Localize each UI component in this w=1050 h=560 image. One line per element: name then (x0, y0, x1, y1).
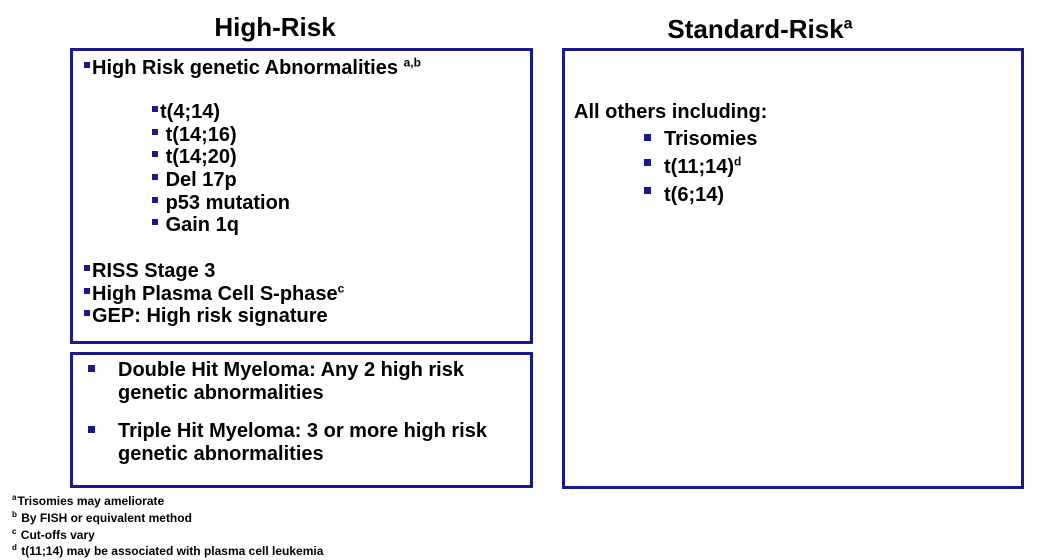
bullet-icon (84, 264, 90, 271)
abnormality-item: p53 mutation (152, 192, 290, 214)
standard-risk-heading-text: Standard-Risk (667, 14, 844, 44)
abnormality-item: Gain 1q (152, 214, 239, 236)
footnote-mark: b (12, 510, 17, 519)
double-hit-text: Double Hit Myeloma: Any 2 high risk (118, 359, 464, 381)
high-risk-heading: High-Risk (175, 12, 375, 43)
triple-hit-text: Triple Hit Myeloma: 3 or more high risk (118, 420, 487, 442)
triple-hit-text-cont: genetic abnormalities (118, 443, 324, 465)
footnote-text: Cut-offs vary (20, 528, 95, 542)
footnote: b By FISH or equivalent method (12, 508, 192, 525)
bullet-icon (644, 159, 651, 166)
high-risk-title-sup: a,b (403, 55, 421, 70)
standard-risk-item-sup: d (734, 154, 742, 169)
bullet-icon (84, 287, 90, 294)
high-risk-title-text: High Risk genetic Abnormalities (92, 57, 398, 79)
footnote-text: t(11;14) may be associated with plasma c… (21, 544, 324, 558)
triple-hit-line2: genetic abnormalities (118, 443, 324, 465)
standard-risk-heading-sup: a (843, 15, 853, 33)
riss-text: RISS Stage 3 (92, 260, 216, 282)
footnote-text: Trisomies may ameliorate (17, 494, 165, 508)
triple-hit-line1: Triple Hit Myeloma: 3 or more high risk (118, 420, 487, 442)
high-risk-title: High Risk genetic Abnormalities a,b (84, 55, 421, 79)
abnormality-item: t(4;14) (152, 101, 220, 123)
standard-risk-item: t(6;14) (664, 184, 724, 206)
abnormality-item: t(14;20) (152, 146, 237, 168)
double-hit-text-cont: genetic abnormalities (118, 382, 324, 404)
bullet-icon (84, 309, 90, 316)
abnormality-text: Del 17p (165, 169, 237, 191)
footnote-mark: d (12, 543, 17, 552)
standard-risk-heading: Standard-Riska (620, 14, 900, 45)
s-phase-item: High Plasma Cell S-phasec (84, 281, 345, 305)
bullet-icon (644, 187, 651, 194)
bullet-icon (152, 150, 158, 157)
standard-risk-box (562, 48, 1024, 489)
standard-risk-item-text: Trisomies (664, 128, 758, 150)
double-hit-line1: Double Hit Myeloma: Any 2 high risk (118, 359, 464, 381)
abnormality-item: t(14;16) (152, 124, 237, 146)
bullet-icon (152, 218, 158, 225)
hit-myeloma-box (70, 352, 533, 488)
footnote-text: By FISH or equivalent method (21, 511, 192, 525)
footnote: aTrisomies may ameliorate (12, 491, 164, 508)
bullet-icon (152, 173, 158, 180)
bullet-icon (152, 196, 158, 203)
abnormality-text: Gain 1q (165, 214, 239, 236)
riss-item: RISS Stage 3 (84, 260, 215, 282)
standard-risk-item-text: t(6;14) (664, 184, 725, 206)
s-phase-sup: c (337, 281, 345, 296)
bullet-icon (644, 134, 651, 141)
gep-item: GEP: High risk signature (84, 305, 328, 327)
footnote: c Cut-offs vary (12, 525, 95, 542)
bullet-icon (152, 105, 158, 112)
abnormality-text: p53 mutation (165, 192, 291, 214)
bullet-icon (152, 128, 158, 135)
footnote-mark: a (12, 493, 17, 502)
standard-risk-intro: All others including: (574, 101, 767, 123)
abnormality-text: t(14;16) (165, 124, 237, 146)
standard-risk-item-text: t(11;14) (664, 156, 735, 178)
abnormality-text: t(14;20) (165, 146, 237, 168)
abnormality-item: Del 17p (152, 169, 237, 191)
bullet-icon (84, 61, 90, 68)
footnote-mark: c (12, 527, 17, 536)
standard-risk-item: t(11;14)d (664, 154, 742, 178)
double-hit-line2: genetic abnormalities (118, 382, 324, 404)
gep-text: GEP: High risk signature (92, 305, 328, 327)
standard-risk-intro-text: All others including: (574, 101, 768, 123)
abnormality-text: t(4;14) (160, 101, 221, 123)
bullet-icon (88, 426, 95, 433)
s-phase-text: High Plasma Cell S-phase (92, 283, 338, 305)
bullet-icon (88, 365, 95, 372)
standard-risk-item: Trisomies (664, 128, 757, 150)
high-risk-box (70, 48, 533, 344)
footnote: d t(11;14) may be associated with plasma… (12, 541, 323, 558)
high-risk-heading-text: High-Risk (214, 12, 336, 42)
